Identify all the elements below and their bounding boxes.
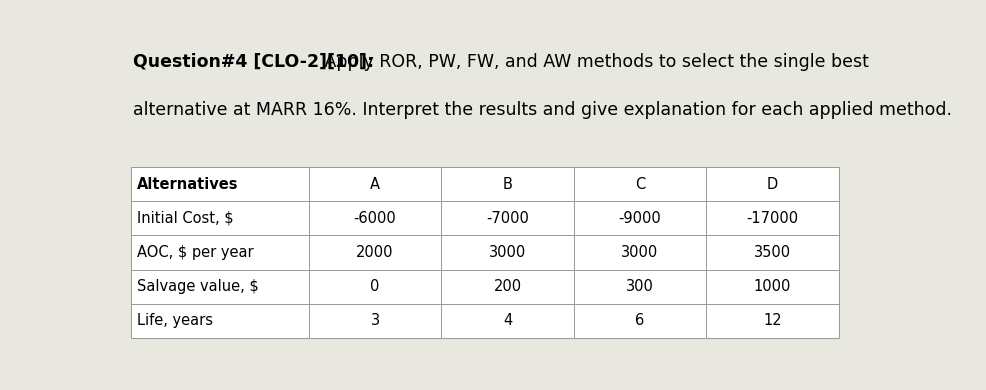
Bar xyxy=(131,269,309,304)
Bar xyxy=(309,167,441,201)
Bar xyxy=(441,304,573,338)
Text: C: C xyxy=(634,177,645,191)
Text: -17000: -17000 xyxy=(745,211,798,226)
Text: B: B xyxy=(502,177,512,191)
Text: 3000: 3000 xyxy=(488,245,526,260)
Text: Salvage value, $: Salvage value, $ xyxy=(137,279,258,294)
Bar xyxy=(573,304,705,338)
Bar xyxy=(131,304,309,338)
Bar xyxy=(705,269,838,304)
Text: Apply ROR, PW, FW, and AW methods to select the single best: Apply ROR, PW, FW, and AW methods to sel… xyxy=(319,53,869,71)
Text: -9000: -9000 xyxy=(618,211,661,226)
Text: A: A xyxy=(370,177,380,191)
Bar xyxy=(131,236,309,269)
Text: 6: 6 xyxy=(635,314,644,328)
Text: 3000: 3000 xyxy=(620,245,658,260)
Text: D: D xyxy=(766,177,777,191)
Text: AOC, $ per year: AOC, $ per year xyxy=(137,245,253,260)
Bar xyxy=(573,236,705,269)
Text: 0: 0 xyxy=(370,279,380,294)
Bar xyxy=(573,269,705,304)
Text: 3500: 3500 xyxy=(753,245,790,260)
Bar xyxy=(573,167,705,201)
Text: Life, years: Life, years xyxy=(137,314,213,328)
Bar xyxy=(573,201,705,236)
Text: -7000: -7000 xyxy=(485,211,528,226)
Bar xyxy=(131,167,309,201)
Bar xyxy=(441,236,573,269)
Text: 4: 4 xyxy=(503,314,512,328)
Bar xyxy=(131,201,309,236)
Bar xyxy=(441,167,573,201)
Text: 300: 300 xyxy=(625,279,653,294)
Text: 1000: 1000 xyxy=(753,279,790,294)
Text: 200: 200 xyxy=(493,279,521,294)
Text: -6000: -6000 xyxy=(353,211,396,226)
Bar xyxy=(705,304,838,338)
Text: Initial Cost, $: Initial Cost, $ xyxy=(137,211,234,226)
Bar xyxy=(309,304,441,338)
Bar xyxy=(441,201,573,236)
Text: 3: 3 xyxy=(370,314,380,328)
Text: 12: 12 xyxy=(762,314,781,328)
Text: Question#4 [CLO-2][10]:: Question#4 [CLO-2][10]: xyxy=(132,53,374,71)
Text: alternative at MARR 16%. Interpret the results and give explanation for each app: alternative at MARR 16%. Interpret the r… xyxy=(132,101,951,119)
Bar xyxy=(705,201,838,236)
Bar xyxy=(705,167,838,201)
Bar xyxy=(309,201,441,236)
Bar xyxy=(705,236,838,269)
Bar xyxy=(309,236,441,269)
Bar xyxy=(309,269,441,304)
Text: Alternatives: Alternatives xyxy=(137,177,239,191)
Text: 2000: 2000 xyxy=(356,245,393,260)
Bar xyxy=(441,269,573,304)
